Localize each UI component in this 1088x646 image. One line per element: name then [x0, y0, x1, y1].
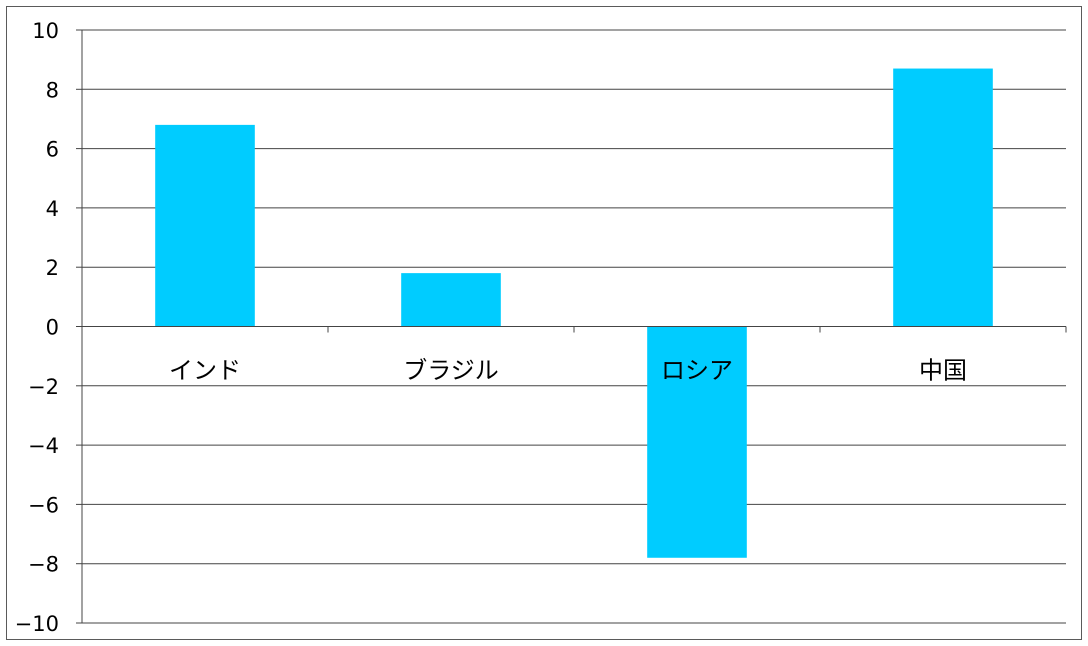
labels: 10 8 6 4 2 0 −2 −4 −6 −8 −10 インド ブラジル ロシア 中国: [15, 19, 967, 636]
y-tick-label: 6: [46, 138, 59, 162]
y-tick-label: 2: [46, 256, 59, 280]
y-tick-label: 10: [32, 19, 59, 43]
x-tick-label: ロシア: [661, 357, 733, 385]
bars: [155, 68, 993, 558]
axes: [76, 29, 1067, 624]
y-tick-label: 4: [46, 197, 59, 221]
bar: [893, 68, 993, 327]
y-tick-label: −4: [28, 434, 59, 458]
y-tick-label: 0: [46, 316, 59, 340]
bar: [155, 124, 255, 327]
x-tick-label: インド: [169, 357, 241, 385]
y-tick-label: −6: [28, 493, 59, 517]
bar: [401, 273, 501, 327]
bar: [647, 326, 747, 558]
y-tick-label: 8: [46, 78, 59, 102]
x-tick-label: ブラジル: [403, 357, 499, 385]
y-tick-label: −8: [28, 553, 59, 577]
y-tick-label: −2: [28, 375, 59, 399]
x-tick-label: 中国: [919, 357, 967, 385]
y-tick-label: −10: [15, 612, 59, 636]
